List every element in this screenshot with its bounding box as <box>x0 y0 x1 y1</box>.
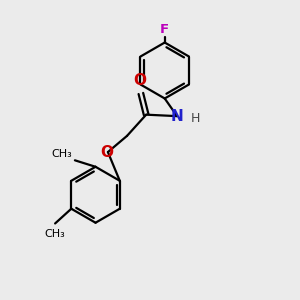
Text: H: H <box>191 112 201 125</box>
Text: CH₃: CH₃ <box>51 149 72 159</box>
Text: O: O <box>133 73 146 88</box>
Text: N: N <box>171 109 184 124</box>
Text: O: O <box>100 146 113 160</box>
Text: F: F <box>160 23 169 36</box>
Text: CH₃: CH₃ <box>45 229 65 239</box>
